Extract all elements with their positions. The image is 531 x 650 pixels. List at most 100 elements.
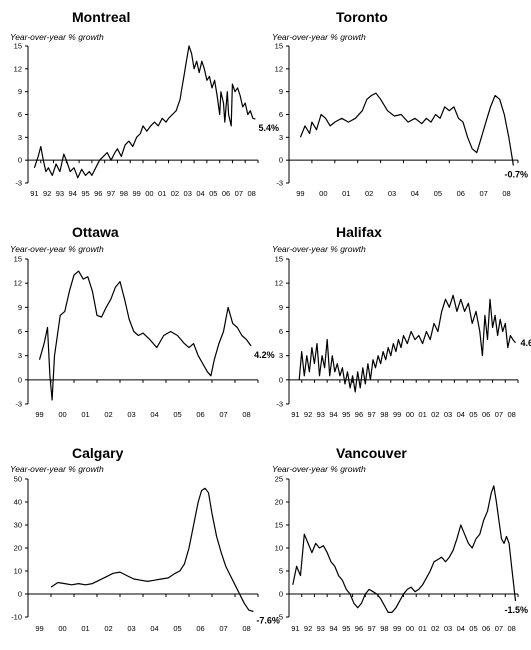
x-tick-label: 03: [184, 189, 192, 198]
series-line: [299, 92, 514, 166]
y-tick-label: 9: [18, 87, 22, 96]
x-tick-label: 08: [247, 189, 255, 198]
y-tick-label: 20: [14, 544, 22, 553]
x-tick-label: 97: [107, 189, 115, 198]
x-tick-label: 07: [219, 410, 227, 419]
x-tick-label: 03: [127, 410, 135, 419]
x-tick-label: 92: [304, 410, 312, 419]
y-tick-label: 12: [14, 64, 22, 73]
series-line: [38, 270, 252, 401]
y-tick-label: 25: [275, 475, 283, 484]
x-tick-label: 03: [127, 624, 135, 633]
x-tick-label: 04: [457, 410, 465, 419]
x-tick-label: 06: [196, 624, 204, 633]
x-tick-label: 02: [104, 624, 112, 633]
x-tick-label: 08: [242, 410, 250, 419]
x-tick-label: 05: [209, 189, 217, 198]
x-tick-label: 05: [173, 624, 181, 633]
x-tick-label: 02: [104, 410, 112, 419]
x-tick-label: 02: [431, 624, 439, 633]
x-tick-label: 94: [69, 189, 77, 198]
y-tick-label: 15: [275, 521, 283, 530]
y-axis-label: Year-over-year % growth: [10, 464, 104, 474]
x-tick-label: 92: [43, 189, 51, 198]
x-tick-label: 99: [35, 410, 43, 419]
x-tick-label: 07: [219, 624, 227, 633]
x-tick-label: 04: [411, 189, 419, 198]
x-tick-label: 07: [495, 624, 503, 633]
x-tick-label: 03: [388, 189, 396, 198]
x-tick-label: 00: [406, 410, 414, 419]
y-tick-label: 12: [275, 279, 283, 288]
x-tick-label: 97: [368, 410, 376, 419]
x-tick-label: 01: [81, 624, 89, 633]
y-tick-label: 9: [18, 303, 22, 312]
x-tick-label: 95: [342, 624, 350, 633]
x-tick-label: 02: [171, 189, 179, 198]
y-axis-label: Year-over-year % growth: [272, 464, 366, 474]
x-tick-label: 93: [56, 189, 64, 198]
y-tick-label: -3: [15, 179, 22, 188]
y-tick-label: 3: [279, 351, 283, 360]
x-tick-label: 96: [355, 410, 363, 419]
end-value-label: 5.4%: [258, 123, 279, 133]
x-tick-label: 06: [482, 410, 490, 419]
series-line: [33, 45, 256, 179]
y-tick-label: 0: [279, 156, 283, 165]
x-tick-label: 04: [457, 624, 465, 633]
y-tick-label: 40: [14, 498, 22, 507]
x-tick-label: 93: [317, 624, 325, 633]
chart-title: Calgary: [72, 445, 124, 461]
y-tick-label: 10: [275, 544, 283, 553]
series-line: [292, 485, 517, 614]
x-tick-label: 07: [235, 189, 243, 198]
x-tick-label: 05: [173, 410, 181, 419]
end-value-label: 4.6%: [520, 338, 531, 348]
x-tick-label: 94: [329, 410, 337, 419]
end-value-label: -7.6%: [256, 615, 280, 625]
x-tick-label: 99: [296, 189, 304, 198]
x-tick-label: 96: [94, 189, 102, 198]
x-tick-label: 01: [418, 410, 426, 419]
y-tick-label: -3: [276, 400, 283, 409]
y-tick-label: 9: [279, 87, 283, 96]
y-tick-label: 10: [14, 567, 22, 576]
x-tick-label: 07: [479, 189, 487, 198]
y-tick-label: -3: [276, 179, 283, 188]
x-tick-label: 00: [58, 624, 66, 633]
x-tick-label: 01: [342, 189, 350, 198]
y-tick-label: 0: [18, 156, 22, 165]
end-value-label: -1.5%: [504, 605, 528, 615]
y-tick-label: 3: [18, 351, 22, 360]
y-tick-label: 15: [14, 42, 22, 51]
y-tick-label: 3: [18, 133, 22, 142]
y-tick-label: 5: [279, 567, 283, 576]
x-tick-label: 02: [365, 189, 373, 198]
x-tick-label: 08: [502, 189, 510, 198]
x-tick-label: 04: [196, 189, 204, 198]
x-tick-label: 06: [457, 189, 465, 198]
y-axis-label: Year-over-year % growth: [10, 32, 104, 42]
y-tick-label: 30: [14, 521, 22, 530]
x-tick-label: 91: [291, 410, 299, 419]
end-value-label: -0.7%: [504, 169, 528, 179]
y-tick-label: 6: [18, 110, 22, 119]
x-tick-label: 95: [81, 189, 89, 198]
y-tick-label: 12: [14, 279, 22, 288]
x-tick-label: 99: [132, 189, 140, 198]
chart-title: Toronto: [336, 9, 388, 25]
y-tick-label: -3: [15, 400, 22, 409]
x-tick-label: 05: [434, 189, 442, 198]
chart-title: Ottawa: [72, 224, 119, 240]
y-tick-label: 0: [18, 375, 22, 384]
x-tick-label: 00: [319, 189, 327, 198]
x-tick-label: 08: [242, 624, 250, 633]
x-tick-label: 01: [158, 189, 166, 198]
x-tick-label: 05: [469, 410, 477, 419]
x-tick-label: 08: [507, 410, 515, 419]
x-tick-label: 08: [507, 624, 515, 633]
chart-title: Halifax: [336, 224, 382, 240]
